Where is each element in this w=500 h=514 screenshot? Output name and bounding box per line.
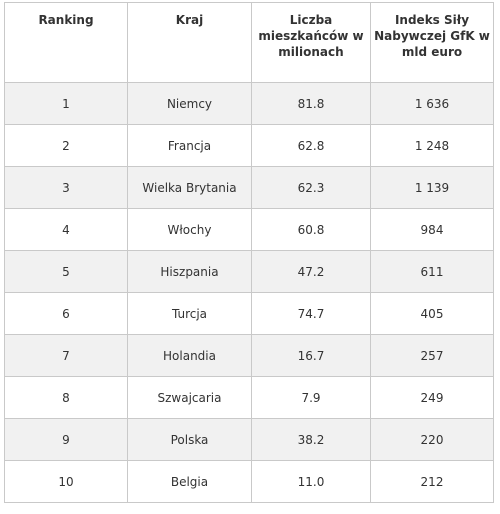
rank-value: 2 [62, 138, 70, 153]
table-row: 4 Włochy 60.8 984 [4, 208, 494, 251]
rank-value: 5 [62, 264, 70, 279]
country-cell: Holandia [127, 334, 252, 377]
population-cell: 38.2 [251, 418, 371, 461]
rank-value: 9 [62, 432, 70, 447]
header-purchasing-power: Indeks Siły Nabywczej GfK w mld euro [370, 2, 494, 83]
table-row: 2 Francja 62.8 1 248 [4, 124, 494, 167]
rank-value: 3 [62, 180, 70, 195]
rank-cell: 7 [4, 334, 128, 377]
country-cell: Wielka Brytania [127, 166, 252, 209]
table-row: 8 Szwajcaria 7.9 249 [4, 376, 494, 419]
purchasing-power-cell: 611 [370, 250, 494, 293]
purchasing-power-cell: 1 636 [370, 82, 494, 125]
population-cell: 47.2 [251, 250, 371, 293]
country-cell: Hiszpania [127, 250, 252, 293]
population-cell: 62.3 [251, 166, 371, 209]
table-row: 3 Wielka Brytania 62.3 1 139 [4, 166, 494, 209]
rank-cell: 1 [4, 82, 128, 125]
rank-cell: 10 [4, 460, 128, 503]
rank-cell: 5 [4, 250, 128, 293]
population-cell: 7.9 [251, 376, 371, 419]
rank-cell: 6 [4, 292, 128, 335]
country-cell: Francja [127, 124, 252, 167]
table-row: 7 Holandia 16.7 257 [4, 334, 494, 377]
population-cell: 11.0 [251, 460, 371, 503]
rank-cell: 8 [4, 376, 128, 419]
table-header-row: Ranking Kraj Liczba mieszkańców w milion… [4, 2, 494, 83]
country-cell: Szwajcaria [127, 376, 252, 419]
purchasing-power-cell: 220 [370, 418, 494, 461]
rank-cell: 4 [4, 208, 128, 251]
header-population: Liczba mieszkańców w milionach [251, 2, 371, 83]
table-row: 9 Polska 38.2 220 [4, 418, 494, 461]
population-cell: 74.7 [251, 292, 371, 335]
purchasing-power-cell: 257 [370, 334, 494, 377]
rank-cell: 3 [4, 166, 128, 209]
population-cell: 60.8 [251, 208, 371, 251]
rank-value: 8 [62, 390, 70, 405]
rank-value: 7 [62, 348, 70, 363]
country-cell: Niemcy [127, 82, 252, 125]
rank-value: 6 [62, 306, 70, 321]
population-cell: 81.8 [251, 82, 371, 125]
purchasing-power-cell: 212 [370, 460, 494, 503]
table-row: 10 Belgia 11.0 212 [4, 460, 494, 503]
purchasing-power-cell: 1 248 [370, 124, 494, 167]
table-row: 5 Hiszpania 47.2 611 [4, 250, 494, 293]
purchasing-power-cell: 249 [370, 376, 494, 419]
header-ranking: Ranking [4, 2, 128, 83]
rank-cell: 2 [4, 124, 128, 167]
purchasing-power-cell: 984 [370, 208, 494, 251]
population-cell: 62.8 [251, 124, 371, 167]
purchasing-power-cell: 1 139 [370, 166, 494, 209]
table-row: 1 Niemcy 81.8 1 636 [4, 82, 494, 125]
rank-value: 4 [62, 222, 70, 237]
country-cell: Włochy [127, 208, 252, 251]
population-cell: 16.7 [251, 334, 371, 377]
country-cell: Turcja [127, 292, 252, 335]
header-country: Kraj [127, 2, 252, 83]
table-row: 6 Turcja 74.7 405 [4, 292, 494, 335]
rank-value: 10 [58, 474, 74, 489]
country-cell: Belgia [127, 460, 252, 503]
country-cell: Polska [127, 418, 252, 461]
rank-cell: 9 [4, 418, 128, 461]
ranking-table: Ranking Kraj Liczba mieszkańców w milion… [4, 2, 494, 503]
purchasing-power-cell: 405 [370, 292, 494, 335]
rank-value: 1 [62, 96, 70, 111]
